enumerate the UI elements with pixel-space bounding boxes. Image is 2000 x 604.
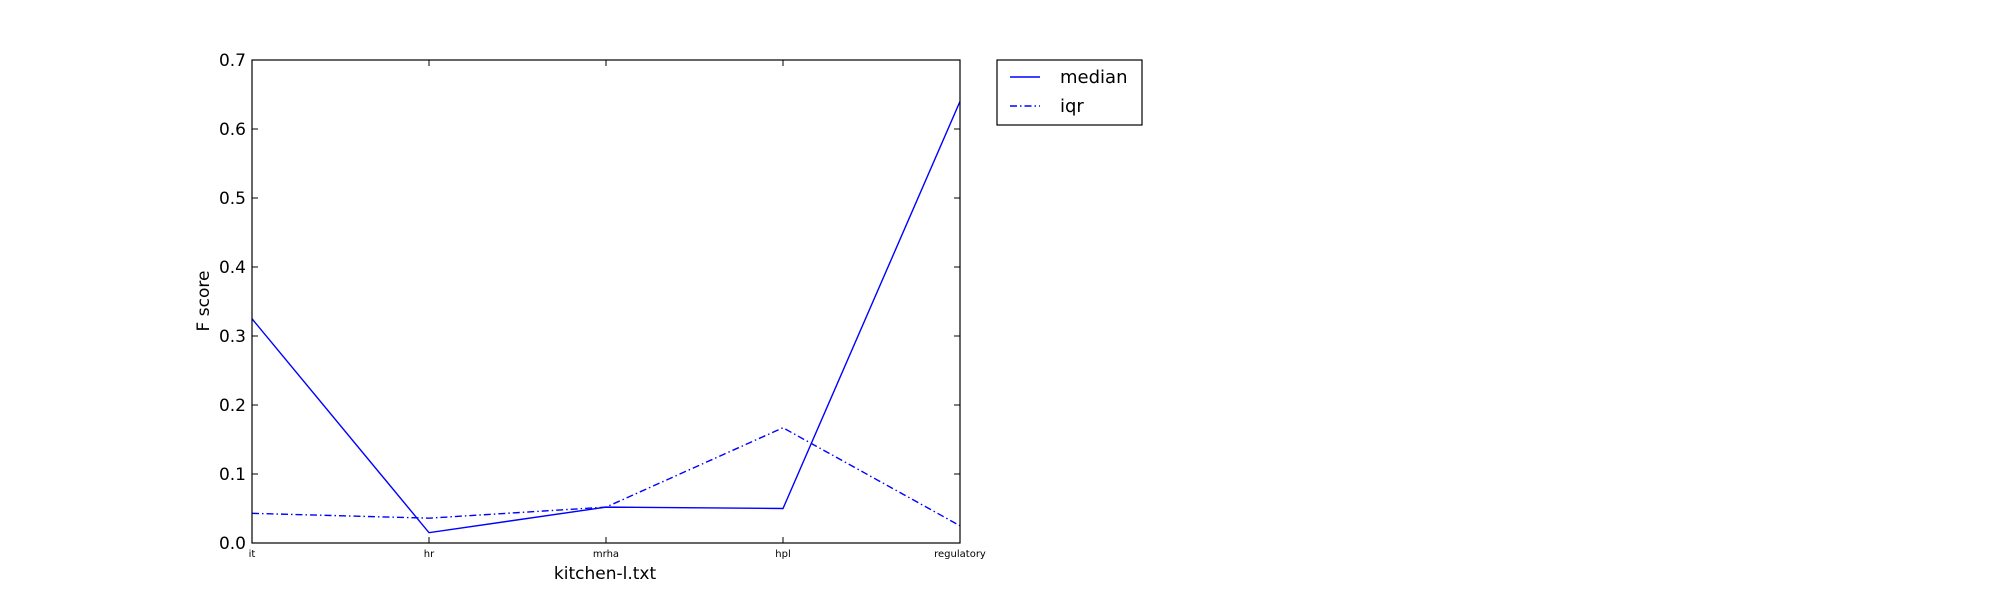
y-axis-label: F score [194, 271, 214, 332]
x-axis-label: kitchen-l.txt [554, 564, 657, 584]
y-tick-label: 0.2 [219, 396, 246, 416]
x-tick-label-regulatory: regulatory [934, 549, 986, 560]
x-tick-label-mrha: mrha [593, 549, 619, 560]
series-line-iqr [251, 426, 961, 527]
x-tick-label-hr: hr [424, 549, 435, 560]
y-tick-label: 0.5 [219, 189, 246, 209]
tick-marks [251, 59, 961, 544]
y-tick-label: 0.0 [219, 534, 246, 554]
plot-frame [251, 59, 961, 544]
y-tick-label: 0.1 [219, 465, 246, 485]
legend-label-iqr: iqr [1060, 96, 1084, 117]
legend-label-median: median [1060, 67, 1127, 88]
x-tick-labels: it hr mrha hpl regulatory [249, 549, 986, 560]
y-tick-label: 0.7 [219, 51, 246, 71]
x-tick-label-hpl: hpl [775, 549, 790, 560]
y-tick-label: 0.6 [219, 120, 246, 140]
y-tick-label: 0.3 [219, 327, 246, 347]
legend: median iqr [996, 59, 1143, 126]
y-tick-labels: 0.0 0.1 0.2 0.3 0.4 0.5 0.6 0.7 [219, 51, 246, 554]
y-tick-label: 0.4 [219, 258, 246, 278]
x-tick-label-it: it [249, 549, 256, 560]
legend-frame [996, 59, 1143, 126]
series-line-median [251, 101, 961, 534]
series-lines [251, 101, 961, 534]
